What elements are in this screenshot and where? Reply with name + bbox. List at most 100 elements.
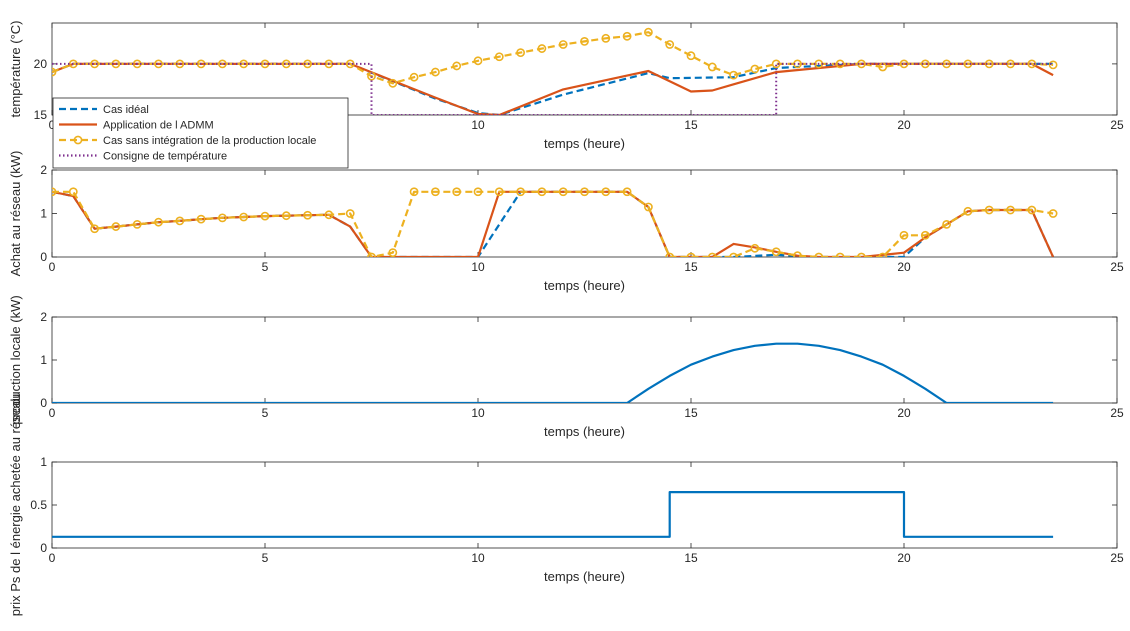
series-point xyxy=(452,187,462,197)
series-line-4 xyxy=(52,62,1054,115)
x-tick-label: 5 xyxy=(262,260,269,274)
series-point xyxy=(665,252,675,257)
y-tick-label: 1 xyxy=(40,455,47,469)
x-tick-label: 15 xyxy=(684,551,698,565)
series-point xyxy=(516,48,525,58)
x-tick-label: 25 xyxy=(1110,551,1124,565)
series-point xyxy=(452,61,462,71)
series-point xyxy=(920,59,930,69)
series-point xyxy=(154,59,163,69)
y-axis-label: production locale (kW) xyxy=(8,295,23,424)
legend-box xyxy=(52,97,349,169)
axes-box xyxy=(51,316,1118,404)
series-point xyxy=(665,40,675,49)
subplot-1: 05101520251520temps (heure)température (… xyxy=(8,21,1124,169)
y-tick-label: 20 xyxy=(34,57,48,71)
series-point xyxy=(367,252,376,257)
series-point xyxy=(899,59,909,69)
series-point xyxy=(430,67,440,77)
x-tick-label: 5 xyxy=(262,551,269,565)
series-point xyxy=(537,187,547,197)
x-tick-label: 15 xyxy=(684,260,698,274)
series-point xyxy=(1048,60,1058,70)
x-tick-label: 0 xyxy=(49,118,56,132)
series-point xyxy=(622,187,632,197)
series-point xyxy=(878,252,888,257)
series-point xyxy=(175,216,185,226)
subplot-4: 0 5 10 15 20 25 0 0.5 1 temps (heure) prix Ps de l… xyxy=(8,394,1124,617)
legend-marker xyxy=(73,135,83,145)
x-axis-label: temps (heure) xyxy=(544,424,625,439)
x-tick-label: 20 xyxy=(897,406,911,420)
x-tick-label: 15 xyxy=(684,406,698,420)
series-point xyxy=(984,59,994,69)
series-point xyxy=(963,206,973,216)
series-point xyxy=(920,230,930,240)
series-point xyxy=(601,187,611,197)
x-axis-label: temps (heure) xyxy=(544,278,625,293)
subplot-3: 0 5 10 15 20 25 0 1 2 temps (heure) production loc… xyxy=(8,295,1124,439)
y-axis-label: température (°C) xyxy=(8,21,23,118)
series-point xyxy=(835,59,845,69)
x-tick-label: 10 xyxy=(471,260,485,274)
x-tick-label: 10 xyxy=(471,551,485,565)
y-tick-label: 2 xyxy=(40,163,47,177)
series-point xyxy=(196,214,206,224)
series-point xyxy=(52,187,57,197)
series-point xyxy=(558,187,568,197)
series-point xyxy=(644,27,653,37)
series-point xyxy=(835,252,845,257)
series-point xyxy=(90,59,99,69)
x-tick-label: 5 xyxy=(262,406,269,420)
y-axis-label: prix Ps de l énergie achetée au réseau xyxy=(8,394,23,617)
x-axis-label: temps (heure) xyxy=(544,569,625,584)
axes-box xyxy=(51,169,1118,258)
subplot-2: 0 5 10 15 20 25 0 1 2 temps (heure) Achat au résea… xyxy=(8,151,1124,293)
series-point xyxy=(814,252,824,257)
series-point xyxy=(473,56,483,66)
x-tick-label: 20 xyxy=(897,551,911,565)
series-point xyxy=(771,59,781,69)
legend-entry: Consigne de température xyxy=(103,151,227,163)
series-point xyxy=(409,72,419,82)
series-point xyxy=(899,230,909,240)
series-point xyxy=(729,252,738,257)
y-tick-label: 1 xyxy=(40,207,47,221)
series-point xyxy=(750,243,760,253)
series-point xyxy=(729,70,738,80)
x-axis-label: temps (heure) xyxy=(544,136,625,151)
series-point xyxy=(281,211,291,221)
x-tick-label: 10 xyxy=(471,118,485,132)
series-point xyxy=(622,31,632,41)
legend-entry: Application de l ADMM xyxy=(103,120,214,132)
x-tick-label: 25 xyxy=(1110,406,1124,420)
series-point xyxy=(409,187,419,197)
x-tick-label: 25 xyxy=(1110,118,1124,132)
x-tick-label: 20 xyxy=(897,118,911,132)
series-point xyxy=(580,187,589,197)
series-point xyxy=(90,224,99,234)
x-tick-label: 25 xyxy=(1110,260,1124,274)
series-point xyxy=(430,187,440,197)
series-point xyxy=(132,219,142,229)
series-point xyxy=(942,219,951,229)
series-point xyxy=(1027,59,1037,69)
y-tick-label: 15 xyxy=(34,108,48,122)
y-tick-label: 1 xyxy=(40,353,47,367)
y-tick-label: 0.5 xyxy=(30,498,47,512)
legend: Cas idéal Application de l ADMM Cas sans i… xyxy=(52,97,349,169)
axes-box xyxy=(51,461,1118,549)
legend-entry: Cas idéal xyxy=(103,104,149,116)
series-point xyxy=(388,248,398,257)
series-point xyxy=(324,210,334,220)
y-tick-label: 0 xyxy=(40,250,47,264)
series-line-1 xyxy=(52,491,1054,538)
series-line-1 xyxy=(52,342,1054,403)
series-point xyxy=(303,210,312,220)
series-point xyxy=(281,59,291,69)
series-point xyxy=(558,40,568,49)
series-point xyxy=(154,217,163,227)
series-point xyxy=(1006,205,1015,215)
series-point xyxy=(217,213,227,223)
